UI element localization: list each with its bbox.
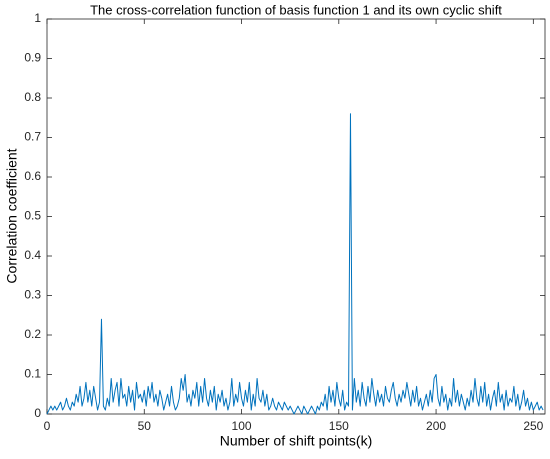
y-tick-label: 0.8 (24, 90, 41, 104)
x-tick-label: 100 (232, 419, 252, 433)
data-line (46, 113, 544, 415)
y-tick-label: 0.2 (24, 327, 41, 341)
y-tick-label: 1 (34, 11, 41, 25)
y-axis-label: Correlation coefficient (4, 148, 20, 283)
y-tick-label: 0.3 (24, 288, 41, 302)
x-tick-label: 200 (426, 419, 446, 433)
y-tick-label: 0.1 (24, 367, 41, 381)
y-tick-label: 0.6 (24, 169, 41, 183)
y-tick-label: 0.9 (24, 51, 41, 65)
x-axis-label: Number of shift points(k) (220, 433, 373, 449)
x-tick-label: 0 (44, 419, 51, 433)
chart-title: The cross-correlation function of basis … (90, 2, 502, 17)
y-tick-label: 0.5 (24, 209, 41, 223)
y-tick-label: 0.4 (24, 248, 41, 262)
x-tick-label: 50 (138, 419, 152, 433)
x-tick-label: 150 (329, 419, 349, 433)
plot-frame (46, 18, 546, 415)
y-tick-label: 0.7 (24, 130, 41, 144)
y-tick-label: 0 (34, 406, 41, 420)
x-tick-label: 250 (523, 419, 543, 433)
